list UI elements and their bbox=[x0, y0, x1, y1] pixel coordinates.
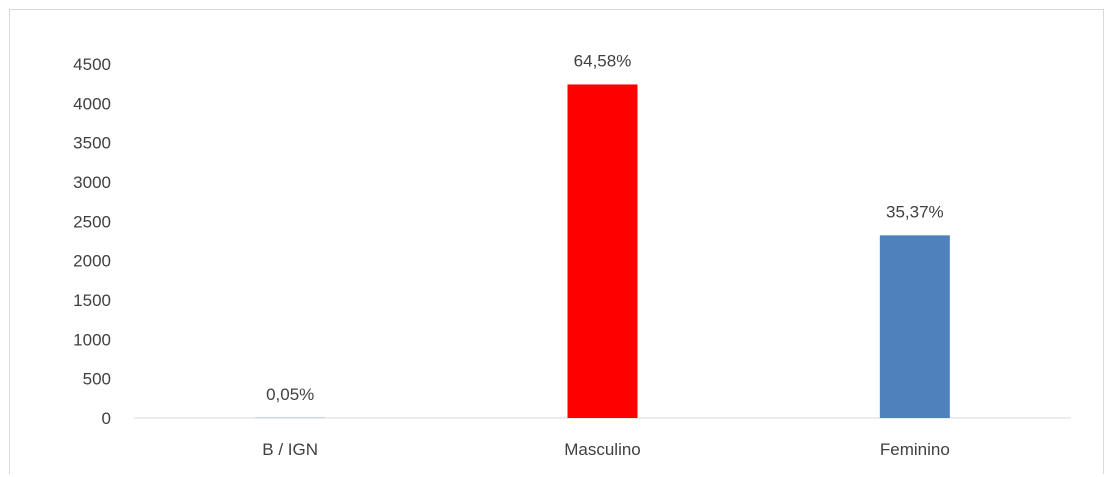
data-label: 0,05% bbox=[266, 385, 314, 404]
y-tick-label: 4000 bbox=[73, 94, 111, 113]
y-tick-label: 0 bbox=[102, 409, 111, 428]
data-label: 64,58% bbox=[574, 51, 632, 70]
bar-feminino bbox=[879, 235, 950, 418]
bar-masculino bbox=[567, 84, 638, 418]
y-tick-label: 3500 bbox=[73, 134, 111, 153]
y-tick-label: 2500 bbox=[73, 212, 111, 231]
y-tick-label: 1000 bbox=[73, 330, 111, 349]
x-category-label: Feminino bbox=[880, 440, 950, 459]
chart-frame bbox=[9, 9, 1104, 474]
y-tick-label: 4500 bbox=[73, 55, 111, 74]
y-tick-label: 2000 bbox=[73, 252, 111, 271]
x-category-label: B / IGN bbox=[262, 440, 318, 459]
y-tick-label: 3000 bbox=[73, 173, 111, 192]
y-tick-label: 1500 bbox=[73, 291, 111, 310]
x-category-label: Masculino bbox=[564, 440, 641, 459]
data-label: 35,37% bbox=[886, 202, 944, 221]
y-tick-label: 500 bbox=[83, 370, 111, 389]
